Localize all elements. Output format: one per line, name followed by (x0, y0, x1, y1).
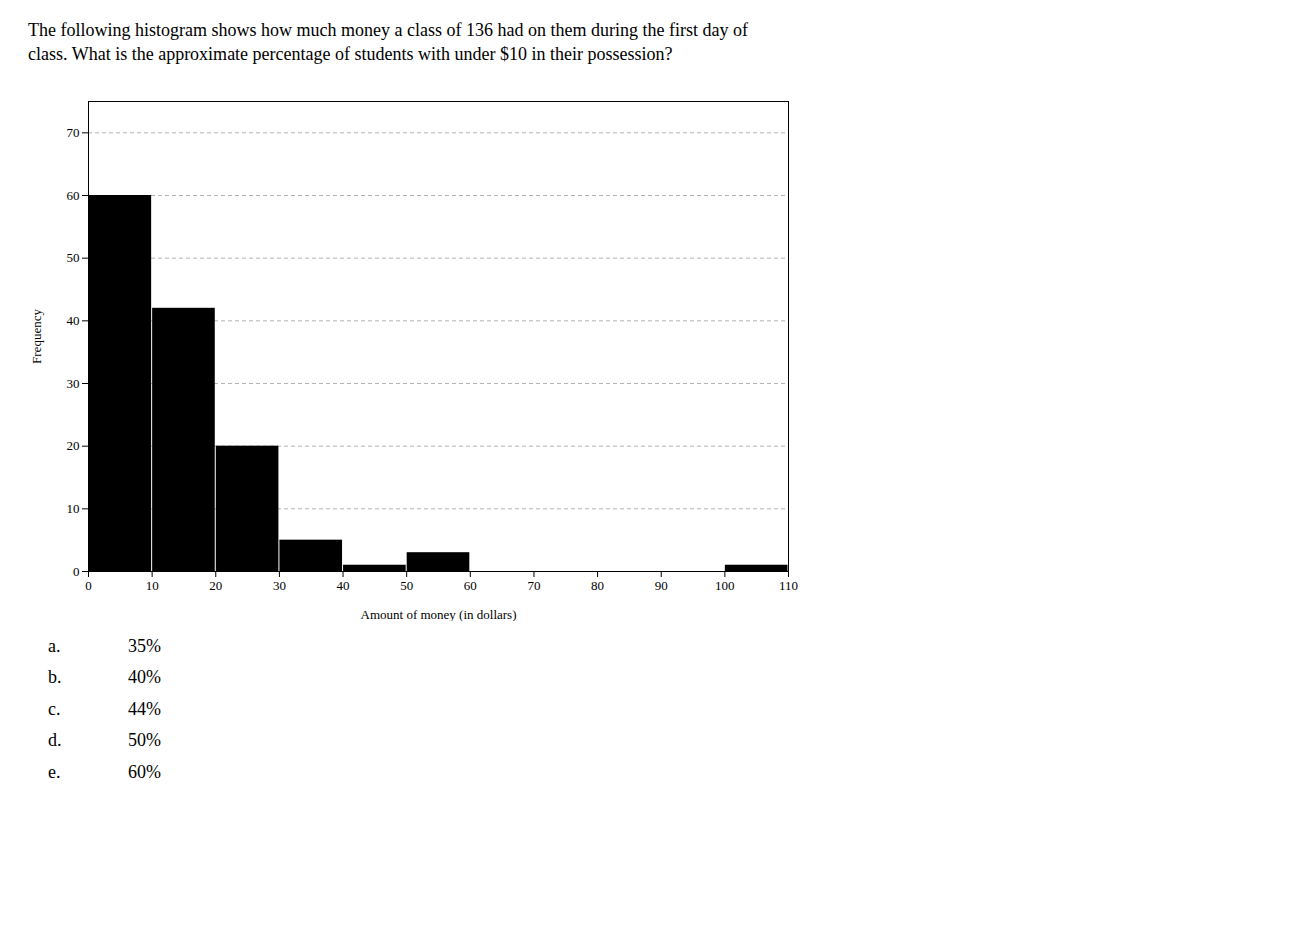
html-text:c.: c. (48, 698, 61, 719)
html-text:e.: e. (48, 761, 61, 782)
svg-text:0: 0 (73, 563, 80, 578)
svg-text:110: 110 (779, 577, 798, 592)
svg-text:70: 70 (527, 577, 540, 592)
svg-text:50: 50 (67, 250, 80, 265)
html-text:a.: a. (48, 635, 61, 656)
svg-text:Amount of money (in dollars): Amount of money (in dollars) (361, 606, 517, 621)
html-text:The following histogram shows: The following histogram shows how much m… (28, 20, 748, 40)
html-text:class. What is the approximate: class. What is the approximate percentag… (28, 44, 673, 65)
html-text:50%: 50% (128, 730, 161, 751)
svg-text:70: 70 (67, 125, 80, 140)
svg-text:10: 10 (67, 501, 80, 516)
html-text:40%: 40% (128, 667, 161, 688)
svg-text:40: 40 (67, 313, 80, 328)
svg-text:60: 60 (464, 577, 477, 592)
svg-text:90: 90 (655, 577, 668, 592)
svg-text:50: 50 (400, 577, 413, 592)
svg-text:40: 40 (337, 577, 350, 592)
svg-text:10: 10 (146, 577, 159, 592)
svg-text:60: 60 (67, 187, 80, 202)
svg-text:30: 30 (273, 577, 286, 592)
svg-text:30: 30 (67, 375, 80, 390)
svg-text:0: 0 (85, 577, 92, 592)
svg-text:100: 100 (715, 577, 735, 592)
html-text:44%: 44% (128, 698, 161, 719)
svg-text:20: 20 (67, 438, 80, 453)
svg-text:20: 20 (209, 577, 222, 592)
html-text:d.: d. (48, 730, 62, 751)
html-text:60%: 60% (128, 761, 161, 782)
svg-text:80: 80 (591, 577, 604, 592)
svg-text:Frequency: Frequency (29, 308, 44, 363)
html-text:35%: 35% (128, 635, 161, 656)
html-text:b.: b. (48, 667, 62, 688)
